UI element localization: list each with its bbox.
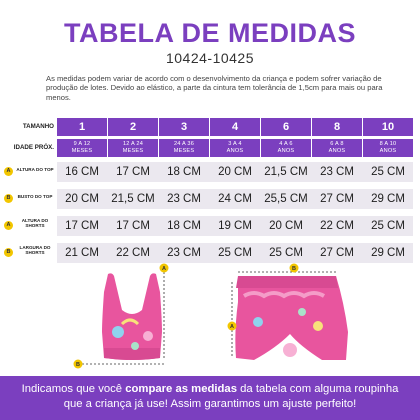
age-cell: 6 A 8 ANOS — [312, 139, 362, 157]
table-cell: 22 CM — [320, 220, 354, 232]
footer-line-1-post: da tabela com alguma roupinha — [237, 383, 399, 395]
shorts-marker-a-badge — [227, 321, 237, 331]
table-cell: 23 CM — [167, 193, 201, 205]
table-cell: 23 CM — [167, 247, 201, 259]
size-cell: 1 — [57, 118, 107, 136]
row-label: ALTURA DO SHORTS — [15, 218, 55, 229]
age-cell: 8 A 10 ANOS — [363, 139, 413, 157]
size-cell: 6 — [261, 118, 311, 136]
age-cell-line: 8 A 10 — [379, 141, 397, 147]
table-cell: 25 CM — [371, 220, 405, 232]
size-cell: 10 — [363, 118, 413, 136]
row-label: LARGURA DO SHORTS — [15, 245, 55, 256]
garment-illustration: A B B A — [73, 263, 348, 369]
age-cell-line: 12 A 24 — [122, 141, 144, 147]
size-cell: 2 — [108, 118, 158, 136]
age-cell-line: 3 A 4 — [228, 141, 242, 147]
table-cell: 25 CM — [269, 247, 303, 259]
table-cell: 19 CM — [218, 220, 252, 232]
row-label-line: LARGURA DO — [19, 245, 51, 250]
row-label: BUSTO DO TOP — [15, 194, 55, 199]
age-cell: 24 A 36 MESES — [159, 139, 209, 157]
top-marker-b-badge — [73, 359, 83, 369]
age-cell-line: 4 A 6 — [279, 141, 293, 147]
table-cell: 27 CM — [320, 247, 354, 259]
age-cell-line: MESES — [122, 147, 144, 154]
table-cell: 25,5 CM — [264, 193, 308, 205]
table-cell: 21,5 CM — [111, 193, 155, 205]
table-cell: 17 CM — [116, 166, 150, 178]
row-label-line: SHORTS — [25, 250, 45, 256]
shorts-garment — [235, 276, 348, 360]
age-cell: 4 A 6 ANOS — [261, 139, 311, 157]
table-cell: 25 CM — [218, 247, 252, 259]
age-cell-line: ANOS — [277, 147, 295, 154]
age-header-label: IDADE PRÓX. — [13, 144, 54, 151]
age-cell-line: 6 A 8 — [330, 141, 344, 147]
disclaimer-note: As medidas podem variar de acordo com o … — [46, 74, 383, 102]
table-cell: 18 CM — [167, 166, 201, 178]
table-cell: 16 CM — [65, 166, 99, 178]
table-cell: 20 CM — [65, 193, 99, 205]
table-cell: 17 CM — [65, 220, 99, 232]
age-cell-line: 9 A 12 — [73, 141, 91, 147]
row-label-line: SHORTS — [25, 223, 45, 229]
footer-line-1: Indicamos que você compare as medidas da… — [0, 382, 420, 397]
table-cell: 20 CM — [218, 166, 252, 178]
shorts-marker-b: B — [292, 266, 296, 272]
footer-line-2: que a criança já use! Assim garantimos u… — [63, 398, 357, 410]
age-cell-line: ANOS — [226, 147, 244, 154]
row-label-line: BUSTO DO TOP — [17, 194, 53, 199]
table-row — [57, 216, 413, 236]
page-title: TABELA DE MEDIDAS — [64, 18, 356, 48]
table-cell: 25 CM — [371, 166, 405, 178]
row-badge: B — [4, 194, 13, 203]
table-row — [57, 189, 413, 209]
age-cell-line: MESES — [71, 147, 93, 154]
row-label-line: ALTURA DO — [21, 218, 49, 223]
age-cell: 12 A 24 MESES — [108, 139, 158, 157]
table-cell: 17 CM — [116, 220, 150, 232]
size-cell: 4 — [210, 118, 260, 136]
table-cell: 27 CM — [320, 193, 354, 205]
row-label: ALTURA DO TOP — [15, 167, 55, 172]
table-cell: 29 CM — [371, 193, 405, 205]
age-cell-line: ANOS — [379, 147, 397, 154]
table-cell: 20 CM — [269, 220, 303, 232]
row-label-line: ALTURA DO TOP — [16, 167, 54, 172]
row-badge: B — [4, 248, 13, 257]
top-garment — [102, 273, 162, 360]
shorts-marker-b-badge — [289, 263, 299, 273]
age-cell: 9 A 12 MESES — [57, 139, 107, 157]
footer-line-1-bold: compare as medidas — [125, 383, 237, 395]
shorts-marker-a: A — [230, 324, 234, 330]
size-cell: 8 — [312, 118, 362, 136]
table-cell: 21 CM — [65, 247, 99, 259]
top-marker-a: A — [162, 266, 166, 272]
table-row — [57, 243, 413, 263]
table-cell: 22 CM — [116, 247, 150, 259]
table-cell: 29 CM — [371, 247, 405, 259]
row-badge: A — [4, 167, 13, 176]
row-badge: A — [4, 221, 13, 230]
product-code: 10424-10425 — [165, 50, 255, 66]
age-cell: 3 A 4 ANOS — [210, 139, 260, 157]
footer-line-1-pre: Indicamos que você — [21, 383, 126, 395]
table-cell: 24 CM — [218, 193, 252, 205]
top-marker-a-badge — [159, 263, 169, 273]
size-cell: 3 — [159, 118, 209, 136]
table-cell: 23 CM — [320, 166, 354, 178]
age-cell-line: ANOS — [328, 147, 346, 154]
age-cell-line: MESES — [173, 147, 195, 154]
size-header-label: TAMANHO — [22, 123, 54, 130]
table-row — [57, 162, 413, 182]
top-marker-b: B — [76, 362, 80, 368]
table-cell: 21,5 CM — [264, 166, 308, 178]
footer-banner: Indicamos que você compare as medidas da… — [0, 376, 420, 420]
age-cell-line: 24 A 36 — [173, 141, 195, 147]
table-cell: 18 CM — [167, 220, 201, 232]
